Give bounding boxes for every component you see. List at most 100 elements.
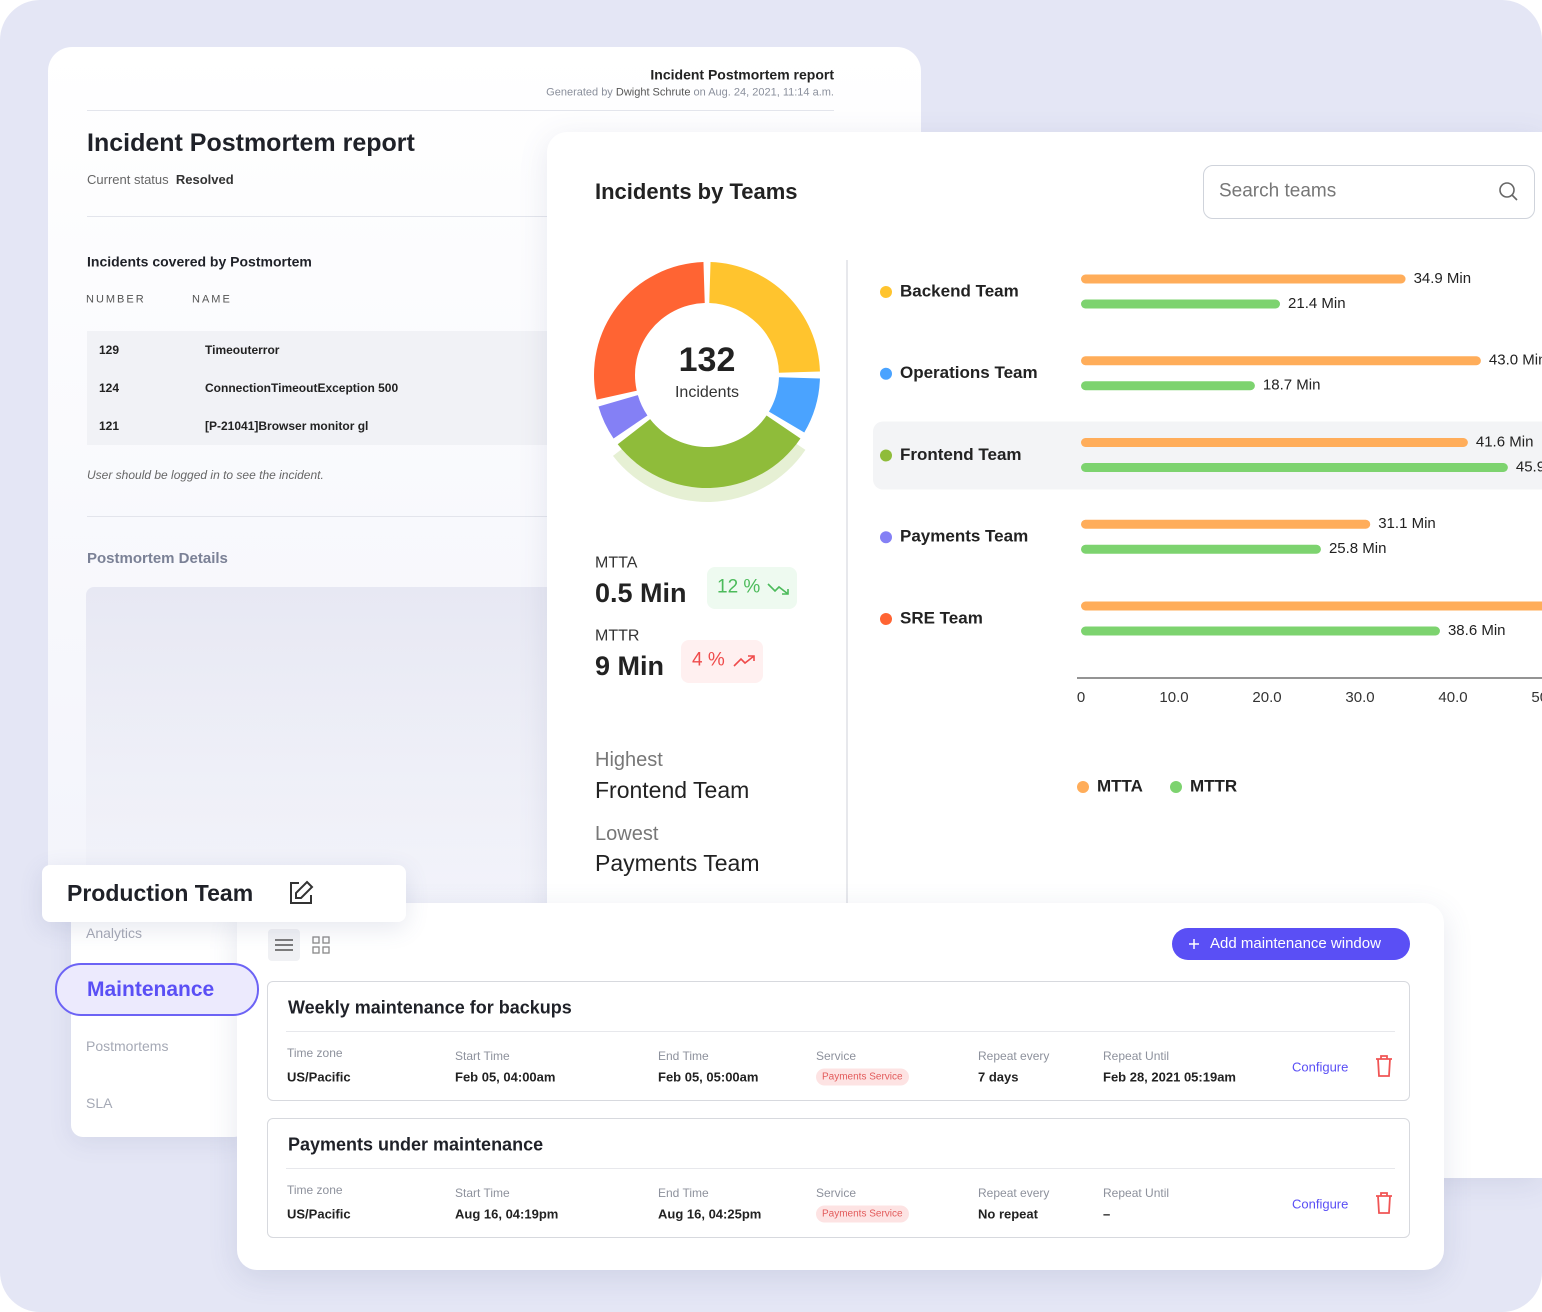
- field-label: Service: [816, 1186, 857, 1200]
- donut-segment: [594, 262, 705, 400]
- donut-segment: [709, 262, 820, 373]
- edit-icon[interactable]: [287, 879, 315, 907]
- field-label: Time zone: [287, 1183, 343, 1197]
- configure-link[interactable]: Configure: [1292, 1059, 1349, 1075]
- report-title: Incident Postmortem report: [87, 129, 415, 157]
- team-dot: [880, 286, 892, 298]
- mtta-value: 0.5 Min: [595, 577, 687, 608]
- team-dot: [880, 367, 892, 380]
- delete-icon-shape: [1376, 1192, 1392, 1214]
- bar-value-label: 43.0 Min: [1489, 352, 1542, 369]
- lowest-label: Lowest: [595, 823, 659, 845]
- field-label: Repeat every: [978, 1186, 1050, 1200]
- team-label: Payments Team: [900, 527, 1028, 546]
- incidents-heading: Incidents covered by Postmortem: [87, 253, 312, 270]
- delete-icon-shape: [1376, 1055, 1392, 1077]
- status-label: Current status: [87, 172, 169, 188]
- sidebar-item[interactable]: SLA: [86, 1095, 113, 1111]
- mttr-value: 9 Min: [595, 650, 665, 681]
- highest-label: Highest: [595, 749, 663, 771]
- bar: [1081, 438, 1468, 447]
- field-value: US/Pacific: [287, 1206, 351, 1222]
- panel-title: Incidents by Teams: [595, 178, 798, 204]
- divider: [87, 110, 834, 111]
- trend-down-icon: [767, 583, 789, 595]
- bar: [1081, 299, 1281, 309]
- field-value: 7 days: [978, 1069, 1019, 1085]
- configure-link[interactable]: Configure: [1292, 1196, 1349, 1212]
- bar: [1081, 601, 1542, 611]
- incident-name: Timeouterror: [205, 343, 280, 357]
- bar-value-label: 41.6 Min: [1476, 433, 1534, 450]
- incident-number: 129: [99, 343, 120, 357]
- bar-value-label: 25.8 Min: [1329, 540, 1387, 557]
- team-header: Production Team: [42, 865, 406, 922]
- field-value: Feb 05, 04:00am: [455, 1069, 556, 1085]
- add-maintenance-button[interactable]: Add maintenance window: [1172, 928, 1410, 960]
- field-value: Aug 16, 04:25pm: [658, 1206, 762, 1222]
- field-value: Feb 05, 05:00am: [658, 1069, 759, 1085]
- window-title: Weekly maintenance for backups: [288, 997, 572, 1018]
- legend-dot: [1170, 781, 1182, 793]
- divider: [846, 260, 848, 1178]
- trend-up-icon: [733, 655, 755, 667]
- lowest-team: Payments Team: [595, 850, 760, 877]
- bar-value-label: 38.6 Min: [1448, 622, 1506, 639]
- bar-value-label: 31.1 Min: [1378, 515, 1436, 532]
- delete-icon[interactable]: [1375, 1192, 1393, 1214]
- bar: [1081, 519, 1371, 529]
- mtta-label: MTTA: [595, 554, 638, 572]
- field-label: Repeat Until: [1103, 1186, 1170, 1200]
- legend-label: MTTR: [1190, 776, 1237, 795]
- x-tick-label: 30.0: [1345, 689, 1374, 706]
- sidebar-item-active[interactable]: Maintenance: [55, 963, 259, 1016]
- donut-segment: [598, 395, 648, 439]
- sidebar-item[interactable]: Postmortems: [86, 1038, 169, 1054]
- maintenance-card: Add maintenance window Weekly maintenanc…: [237, 903, 1444, 1270]
- x-tick-label: 20.0: [1252, 689, 1281, 706]
- bar: [1081, 544, 1321, 554]
- bar-value-label: 45.9 Min: [1516, 458, 1542, 475]
- legend-dot: [1077, 781, 1089, 793]
- highest-team: Frontend Team: [595, 777, 750, 804]
- mttr-change: 4 %: [692, 649, 725, 671]
- author: Dwight Schrute: [615, 86, 691, 99]
- divider: [87, 216, 834, 217]
- field-label: Service: [816, 1049, 857, 1063]
- delete-icon[interactable]: [1375, 1055, 1393, 1077]
- mttr-label: MTTR: [595, 627, 640, 645]
- field-label: Time zone: [287, 1046, 343, 1060]
- team-label: Frontend Team: [900, 445, 1022, 464]
- mtta-change: 12 %: [717, 576, 761, 598]
- field-value: No repeat: [978, 1206, 1038, 1222]
- bar: [1081, 356, 1481, 366]
- donut-segment: [768, 377, 820, 433]
- team-label: Operations Team: [900, 363, 1038, 382]
- generated-line: Generated by Dwight Schrute on Aug. 24, …: [546, 86, 834, 99]
- field-label: Start Time: [455, 1186, 510, 1200]
- search-icon: [1499, 182, 1518, 201]
- incident-name: [P-21041]Browser monitor gl: [205, 419, 369, 433]
- search-box[interactable]: Search teams: [1203, 165, 1535, 219]
- field-label: Start Time: [455, 1049, 510, 1063]
- list-view-button[interactable]: [268, 929, 300, 961]
- mtta-change-badge: 12 %: [707, 567, 797, 609]
- generated-prefix: Generated by: [546, 86, 613, 99]
- team-dot: [880, 531, 892, 544]
- sidebar-item[interactable]: Analytics: [86, 925, 143, 941]
- divider: [286, 1168, 1395, 1169]
- grid-view-button[interactable]: [312, 936, 330, 954]
- bar: [1081, 274, 1406, 284]
- incident-name: ConnectionTimeoutException 500: [205, 381, 399, 395]
- status-line: Current status Resolved: [87, 172, 234, 188]
- plus-icon: [1189, 939, 1199, 949]
- legend-label: MTTA: [1097, 776, 1143, 795]
- search-placeholder: Search teams: [1219, 180, 1337, 202]
- field-value: Feb 28, 2021 05:19am: [1103, 1069, 1236, 1085]
- status: Resolved: [175, 172, 234, 188]
- divider: [286, 1031, 1395, 1032]
- x-tick-label: 40.0: [1438, 689, 1467, 706]
- bar: [1081, 463, 1508, 472]
- team-name: Production Team: [67, 880, 254, 907]
